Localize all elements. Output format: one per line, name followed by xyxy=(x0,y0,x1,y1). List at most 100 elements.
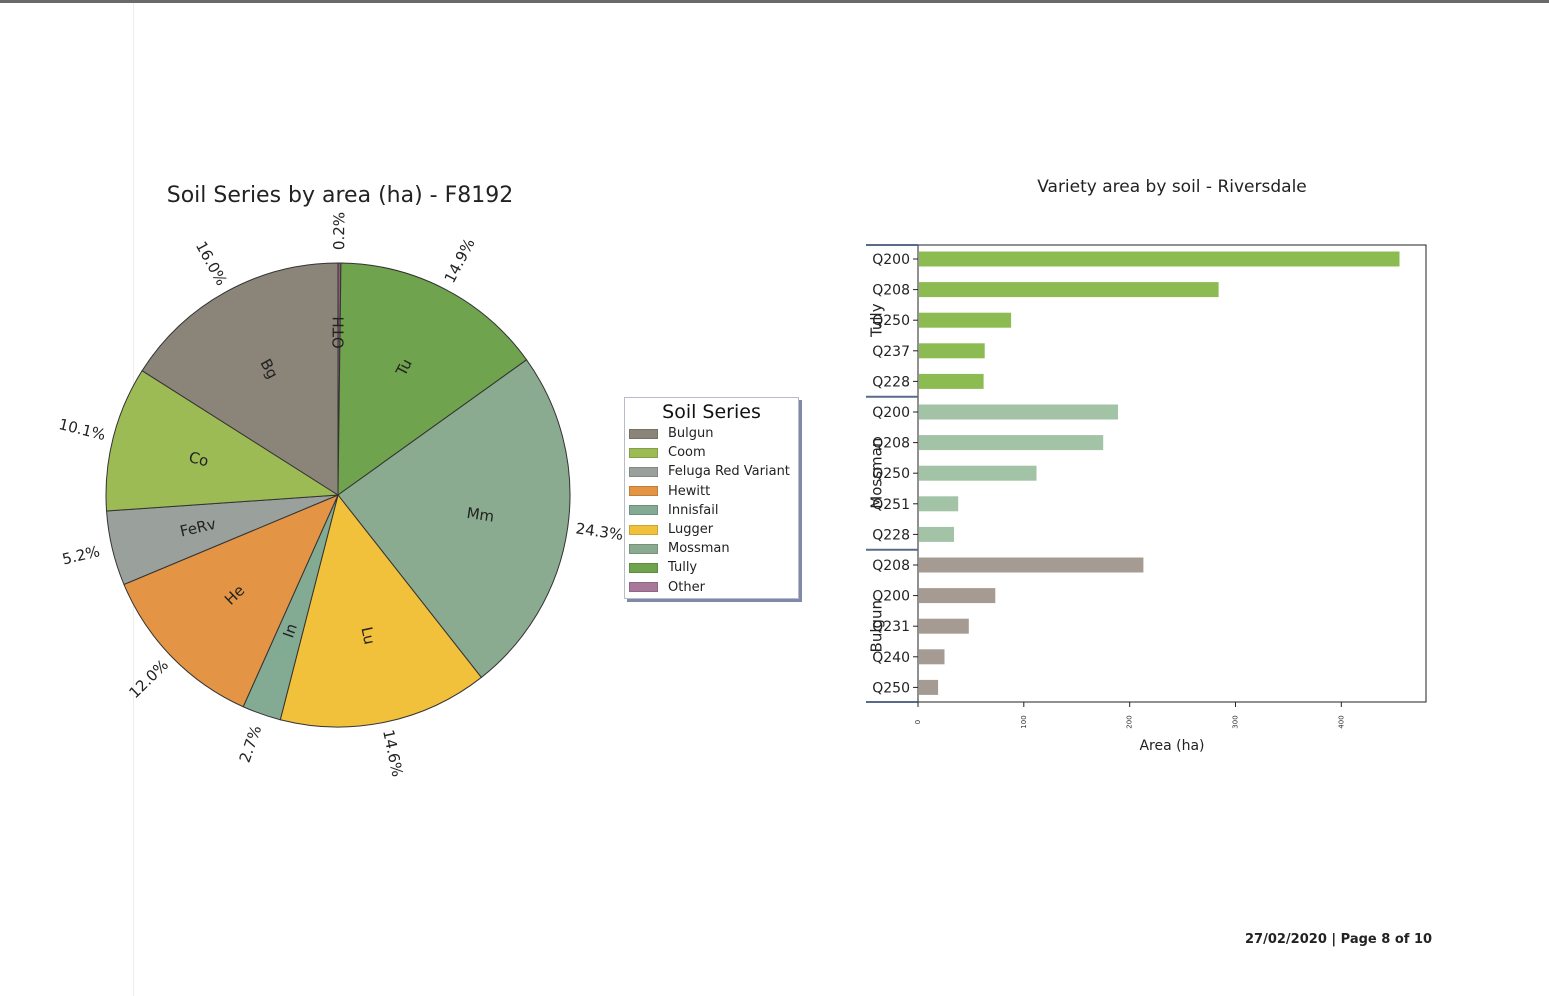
pie-slice-label-co: Co xyxy=(187,448,210,470)
bar-mossman-q251 xyxy=(919,496,959,512)
bar-mossman-q200 xyxy=(919,404,1118,420)
bar-y-label-bulgun-q250: Q250 xyxy=(872,680,910,696)
soil-series-legend: Soil Series Bulgun Coom Feluga Red Variant… xyxy=(624,397,799,599)
pie-slice-tu xyxy=(337,262,528,496)
page-footer: 27/02/2020 | Page 8 of 10 xyxy=(1245,932,1432,947)
pie-pct-label-oth: 0.2% xyxy=(330,212,348,250)
bar-x-tick-label-200: 200 xyxy=(1126,715,1134,728)
bar-y-label-bulgun-q240: Q240 xyxy=(872,650,910,666)
bar-tully-q200 xyxy=(919,251,1400,267)
pie-slice-he xyxy=(123,494,339,708)
pie-slice-label-tu: Tu xyxy=(392,356,416,380)
bar-y-label-bulgun-q200: Q200 xyxy=(872,589,910,605)
pie-slice-label-oth: OTH xyxy=(329,316,347,348)
bar-chart-title: Variety area by soil - Riversdale xyxy=(1037,177,1307,197)
bar-y-label-tully-q237: Q237 xyxy=(872,344,910,360)
bar-groups: Q200 Q208 Q250 Q237 Q228 Tully Q200 Q208 Q250 Q25… xyxy=(866,244,1400,703)
pie-pct-label-he: 12.0% xyxy=(125,656,172,702)
soil-series-pie-chart: Soil Series by area (ha) - F8192 OTH 0.2%… xyxy=(57,183,625,778)
pie-pct-label-mm: 24.3% xyxy=(575,519,625,544)
bar-tully-q208 xyxy=(919,282,1219,298)
bar-y-label-tully-q208: Q208 xyxy=(872,283,910,299)
legend-swatch-lugger xyxy=(629,524,658,535)
bar-y-label-mossman-q250: Q250 xyxy=(872,466,910,482)
legend-title: Soil Series xyxy=(662,401,761,423)
pie-pct-label-ferv: 5.2% xyxy=(60,542,101,568)
legend-label-mossman: Mossman xyxy=(668,541,730,557)
legend-swatch-feluga-red-variant xyxy=(629,466,658,477)
legend-item-lugger: Lugger xyxy=(625,520,798,539)
pie-pct-label-lu: 14.6% xyxy=(379,728,406,778)
legend-items: Bulgun Coom Feluga Red Variant Hewitt Innisf… xyxy=(625,424,798,597)
pie-slice-co xyxy=(105,369,340,512)
pie-slice-label-mm: Mm xyxy=(466,504,496,526)
legend-item-tully: Tully xyxy=(625,558,798,577)
bar-x-tick-label-0: 0 xyxy=(914,720,922,724)
legend-item-hewitt: Hewitt xyxy=(625,482,798,501)
pie-slice-label-lu: Lu xyxy=(357,625,378,646)
legend-swatch-innisfail xyxy=(629,505,658,516)
pie-slice-lu xyxy=(279,493,483,728)
legend-label-bulgun: Bulgun xyxy=(668,426,714,442)
group-label-tully: Tully xyxy=(868,303,886,338)
pie-pct-label-bg: 16.0% xyxy=(192,238,231,288)
bar-y-label-mossman-q200: Q200 xyxy=(872,405,910,421)
bar-x-ticks: 0 100 200 300 400 xyxy=(914,702,1345,729)
bar-y-label-mossman-q251: Q251 xyxy=(872,497,910,513)
bar-y-label-tully-q200: Q200 xyxy=(872,252,910,268)
bar-y-label-tully-q250: Q250 xyxy=(872,313,910,329)
bar-x-tick-label-400: 400 xyxy=(1337,715,1345,728)
legend-item-mossman: Mossman xyxy=(625,539,798,558)
bar-mossman-q228 xyxy=(919,526,954,542)
pie-slice-mm xyxy=(337,359,571,679)
legend-swatch-other xyxy=(629,582,658,593)
legend-item-bulgun: Bulgun xyxy=(625,424,798,443)
bar-y-label-bulgun-q208: Q208 xyxy=(872,558,910,574)
pie-pct-label-in: 2.7% xyxy=(236,723,266,765)
bar-y-label-mossman-q208: Q208 xyxy=(872,436,910,452)
bar-tully-q237 xyxy=(919,343,985,359)
bar-bulgun-q231 xyxy=(919,618,969,634)
bar-bulgun-q200 xyxy=(919,588,996,604)
bar-bulgun-q250 xyxy=(919,679,939,695)
page-top-border xyxy=(0,0,1549,3)
footer-separator: | xyxy=(1331,932,1341,947)
legend-label-innisfail: Innisfail xyxy=(668,502,719,518)
bar-y-label-mossman-q228: Q228 xyxy=(872,527,910,543)
bar-bulgun-q240 xyxy=(919,649,945,665)
pie-chart-title: Soil Series by area (ha) - F8192 xyxy=(167,183,513,208)
legend-label-tully: Tully xyxy=(668,560,698,576)
legend-label-coom: Coom xyxy=(668,445,706,461)
legend-swatch-hewitt xyxy=(629,486,658,497)
pie-pct-label-co: 10.1% xyxy=(57,415,108,444)
pie-pct-label-tu: 14.9% xyxy=(441,235,479,286)
legend-swatch-bulgun xyxy=(629,428,658,439)
legend-item-feluga-red-variant: Feluga Red Variant xyxy=(625,462,798,481)
bar-mossman-q208 xyxy=(919,435,1104,451)
pie-slice-bg xyxy=(141,262,339,496)
footer-page: Page 8 of 10 xyxy=(1340,932,1433,947)
bar-mossman-q250 xyxy=(919,465,1037,481)
legend-item-coom: Coom xyxy=(625,443,798,462)
bar-y-label-tully-q228: Q228 xyxy=(872,374,910,390)
footer-date: 27/02/2020 xyxy=(1245,932,1327,947)
pie-slices xyxy=(105,262,571,728)
legend-swatch-tully xyxy=(629,562,658,573)
bar-plot-frame xyxy=(917,244,1427,703)
bar-tully-q250 xyxy=(919,312,1012,328)
legend-label-lugger: Lugger xyxy=(668,522,714,538)
bar-bulgun-q208 xyxy=(919,557,1144,573)
legend-label-feluga-red-variant: Feluga Red Variant xyxy=(668,464,790,480)
legend-swatch-coom xyxy=(629,447,658,458)
bar-tully-q228 xyxy=(919,373,984,389)
bar-y-label-bulgun-q231: Q231 xyxy=(872,619,910,635)
legend-label-hewitt: Hewitt xyxy=(668,483,711,499)
bar-x-tick-label-300: 300 xyxy=(1232,715,1240,728)
legend-swatch-mossman xyxy=(629,543,658,554)
pie-slice-label-in: In xyxy=(279,621,301,640)
legend-label-other: Other xyxy=(668,579,705,595)
bar-x-tick-label-100: 100 xyxy=(1020,715,1028,728)
bar-x-axis-label: Area (ha) xyxy=(1139,738,1204,754)
legend-item-other: Other xyxy=(625,578,798,597)
group-label-mossman: Mossman xyxy=(868,438,886,509)
